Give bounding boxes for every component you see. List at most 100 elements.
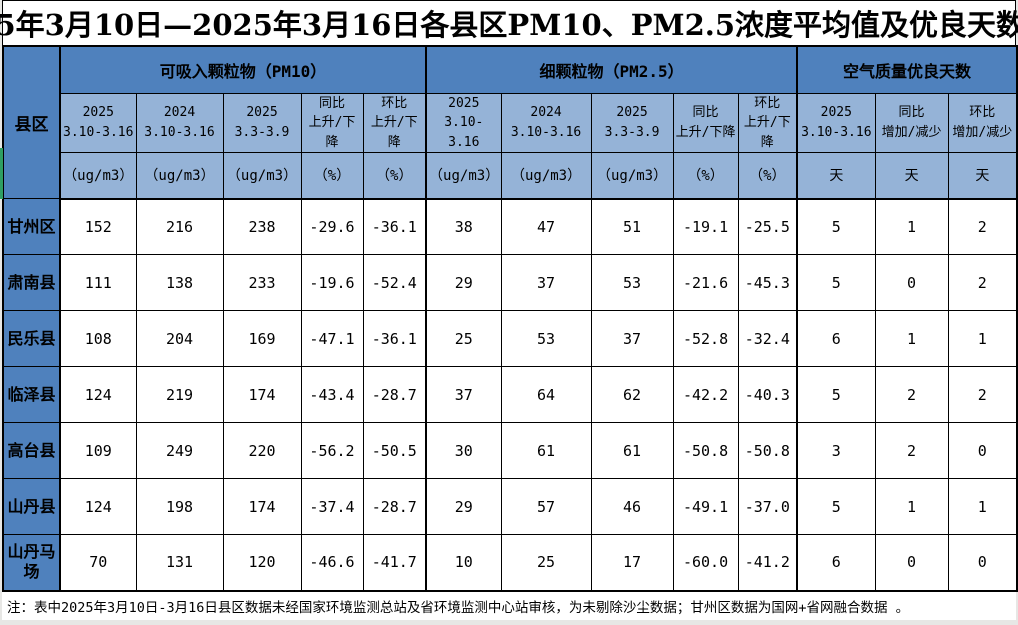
data-cell: 2	[947, 366, 1018, 423]
subheader-days-wow: 环比 增加/减少	[947, 92, 1018, 153]
unit-cell: 天	[874, 152, 949, 200]
unit-row: （ug/m3） （ug/m3） （ug/m3） （%） （%） （ug/m3） …	[3, 152, 1018, 200]
data-cell: 62	[590, 366, 674, 423]
data-cell: 0	[874, 254, 949, 311]
data-cell: 216	[135, 198, 224, 255]
data-cell: -50.8	[672, 422, 739, 479]
unit-cell: 天	[796, 152, 876, 200]
row-label: 山丹县	[2, 478, 61, 535]
data-cell: 131	[135, 534, 224, 591]
unit-cell: （ug/m3）	[425, 152, 502, 200]
group-header-good-days: 空气质量优良天数	[796, 45, 1018, 94]
data-cell: -37.0	[737, 478, 798, 535]
data-cell: -36.1	[362, 198, 427, 255]
table-row-sunan: 肃南县 111 138 233 -19.6 -52.4 29 37 53 -21…	[2, 254, 1018, 311]
data-cell: 5	[796, 198, 876, 255]
data-cell: 2	[874, 422, 949, 479]
group-header-row: 县区 可吸入颗粒物（PM10） 细颗粒物（PM2.5） 空气质量优良天数	[2, 45, 1018, 199]
data-cell: 25	[425, 310, 502, 367]
data-cell: 1	[947, 310, 1018, 367]
data-cell: 57	[500, 478, 592, 535]
data-cell: 0	[947, 422, 1018, 479]
data-cell: 249	[135, 422, 224, 479]
subheader-pm10-prev-week: 2025 3.3-3.9	[222, 92, 302, 153]
data-cell: -36.1	[362, 310, 427, 367]
table-row-ganzhou: 甘州区 152 216 238 -29.6 -36.1 38 47 51 -19…	[2, 198, 1018, 255]
data-cell: 37	[500, 254, 592, 311]
data-cell: 152	[59, 198, 137, 255]
data-cell: 47	[500, 198, 592, 255]
data-cell: 2	[874, 366, 949, 423]
subheader-pm10-yoy: 同比 上升/下降	[300, 92, 364, 153]
data-cell: 204	[135, 310, 224, 367]
subheader-pm25-yoy: 同比 上升/下降	[672, 92, 739, 153]
subheader-pm10-2025: 2025 3.10-3.16	[59, 92, 137, 153]
data-cell: -40.3	[737, 366, 798, 423]
data-cell: 169	[222, 310, 302, 367]
footnote: 注：表中2025年3月10日-3月16日县区数据未经国家环境监测总站及省环境监测…	[2, 591, 1016, 620]
data-cell: 37	[425, 366, 502, 423]
subheader-days-yoy: 同比 增加/减少	[874, 92, 949, 153]
unit-cell: （ug/m3）	[222, 152, 302, 200]
data-cell: 5	[796, 254, 876, 311]
data-cell: -41.7	[362, 534, 427, 591]
row-label: 高台县	[2, 422, 61, 479]
subheader-pm25-2024: 2024 3.10-3.16	[500, 92, 592, 153]
unit-cell: （ug/m3）	[59, 152, 137, 200]
data-cell: -47.1	[300, 310, 364, 367]
data-cell: 174	[222, 366, 302, 423]
data-cell: -25.5	[737, 198, 798, 255]
group-header-pm25: 细颗粒物（PM2.5）	[425, 45, 798, 94]
data-cell: -43.4	[300, 366, 364, 423]
data-cell: 61	[590, 422, 674, 479]
data-cell: -19.6	[300, 254, 364, 311]
data-cell: 1	[947, 478, 1018, 535]
data-cell: 46	[590, 478, 674, 535]
subheader-pm25-wow: 环比 上升/下降	[737, 92, 798, 153]
data-cell: 64	[500, 366, 592, 423]
data-cell: 2	[947, 254, 1018, 311]
row-label: 甘州区	[2, 198, 61, 255]
unit-cell: （%）	[300, 152, 364, 200]
unit-cell: （ug/m3）	[500, 152, 592, 200]
data-cell: 109	[59, 422, 137, 479]
left-edge-accent-bar	[0, 148, 3, 199]
county-column-header: 县区	[2, 45, 61, 199]
data-cell: 0	[947, 534, 1018, 591]
data-cell: 111	[59, 254, 137, 311]
data-cell: 0	[874, 534, 949, 591]
data-cell: -32.4	[737, 310, 798, 367]
data-cell: 6	[796, 534, 876, 591]
data-cell: 37	[590, 310, 674, 367]
table-row-shandan: 山丹县 124 198 174 -37.4 -28.7 29 57 46 -49…	[2, 478, 1018, 535]
data-cell: 238	[222, 198, 302, 255]
data-cell: 38	[425, 198, 502, 255]
data-cell: -56.2	[300, 422, 364, 479]
subheader-pm10-wow: 环比 上升/下降	[362, 92, 427, 153]
data-cell: -19.1	[672, 198, 739, 255]
data-cell: -50.8	[737, 422, 798, 479]
unit-cell: （%）	[737, 152, 798, 200]
data-cell: 124	[59, 366, 137, 423]
table-row-linze: 临泽县 124 219 174 -43.4 -28.7 37 64 62 -42…	[2, 366, 1018, 423]
data-cell: 1	[874, 310, 949, 367]
row-label: 肃南县	[2, 254, 61, 311]
data-cell: -50.5	[362, 422, 427, 479]
data-cell: -21.6	[672, 254, 739, 311]
report-title: 2025年3月10日—2025年3月16日各县区PM10、PM2.5浓度平均值及…	[0, 0, 1018, 45]
data-cell: 108	[59, 310, 137, 367]
data-cell: -45.3	[737, 254, 798, 311]
table-row-shandan-machang: 山丹马场 70 131 120 -46.6 -41.7 10 25 17 -60…	[2, 534, 1018, 591]
data-cell: 17	[590, 534, 674, 591]
data-cell: -28.7	[362, 366, 427, 423]
data-cell: 219	[135, 366, 224, 423]
row-label: 临泽县	[2, 366, 61, 423]
data-cell: 2	[947, 198, 1018, 255]
data-cell: -60.0	[672, 534, 739, 591]
row-label: 山丹马场	[2, 534, 61, 591]
data-cell: 233	[222, 254, 302, 311]
subheader-days-2025: 2025 3.10-3.16	[796, 92, 876, 153]
data-cell: 3	[796, 422, 876, 479]
subheader-pm25-prev-week: 2025 3.3-3.9	[590, 92, 674, 153]
